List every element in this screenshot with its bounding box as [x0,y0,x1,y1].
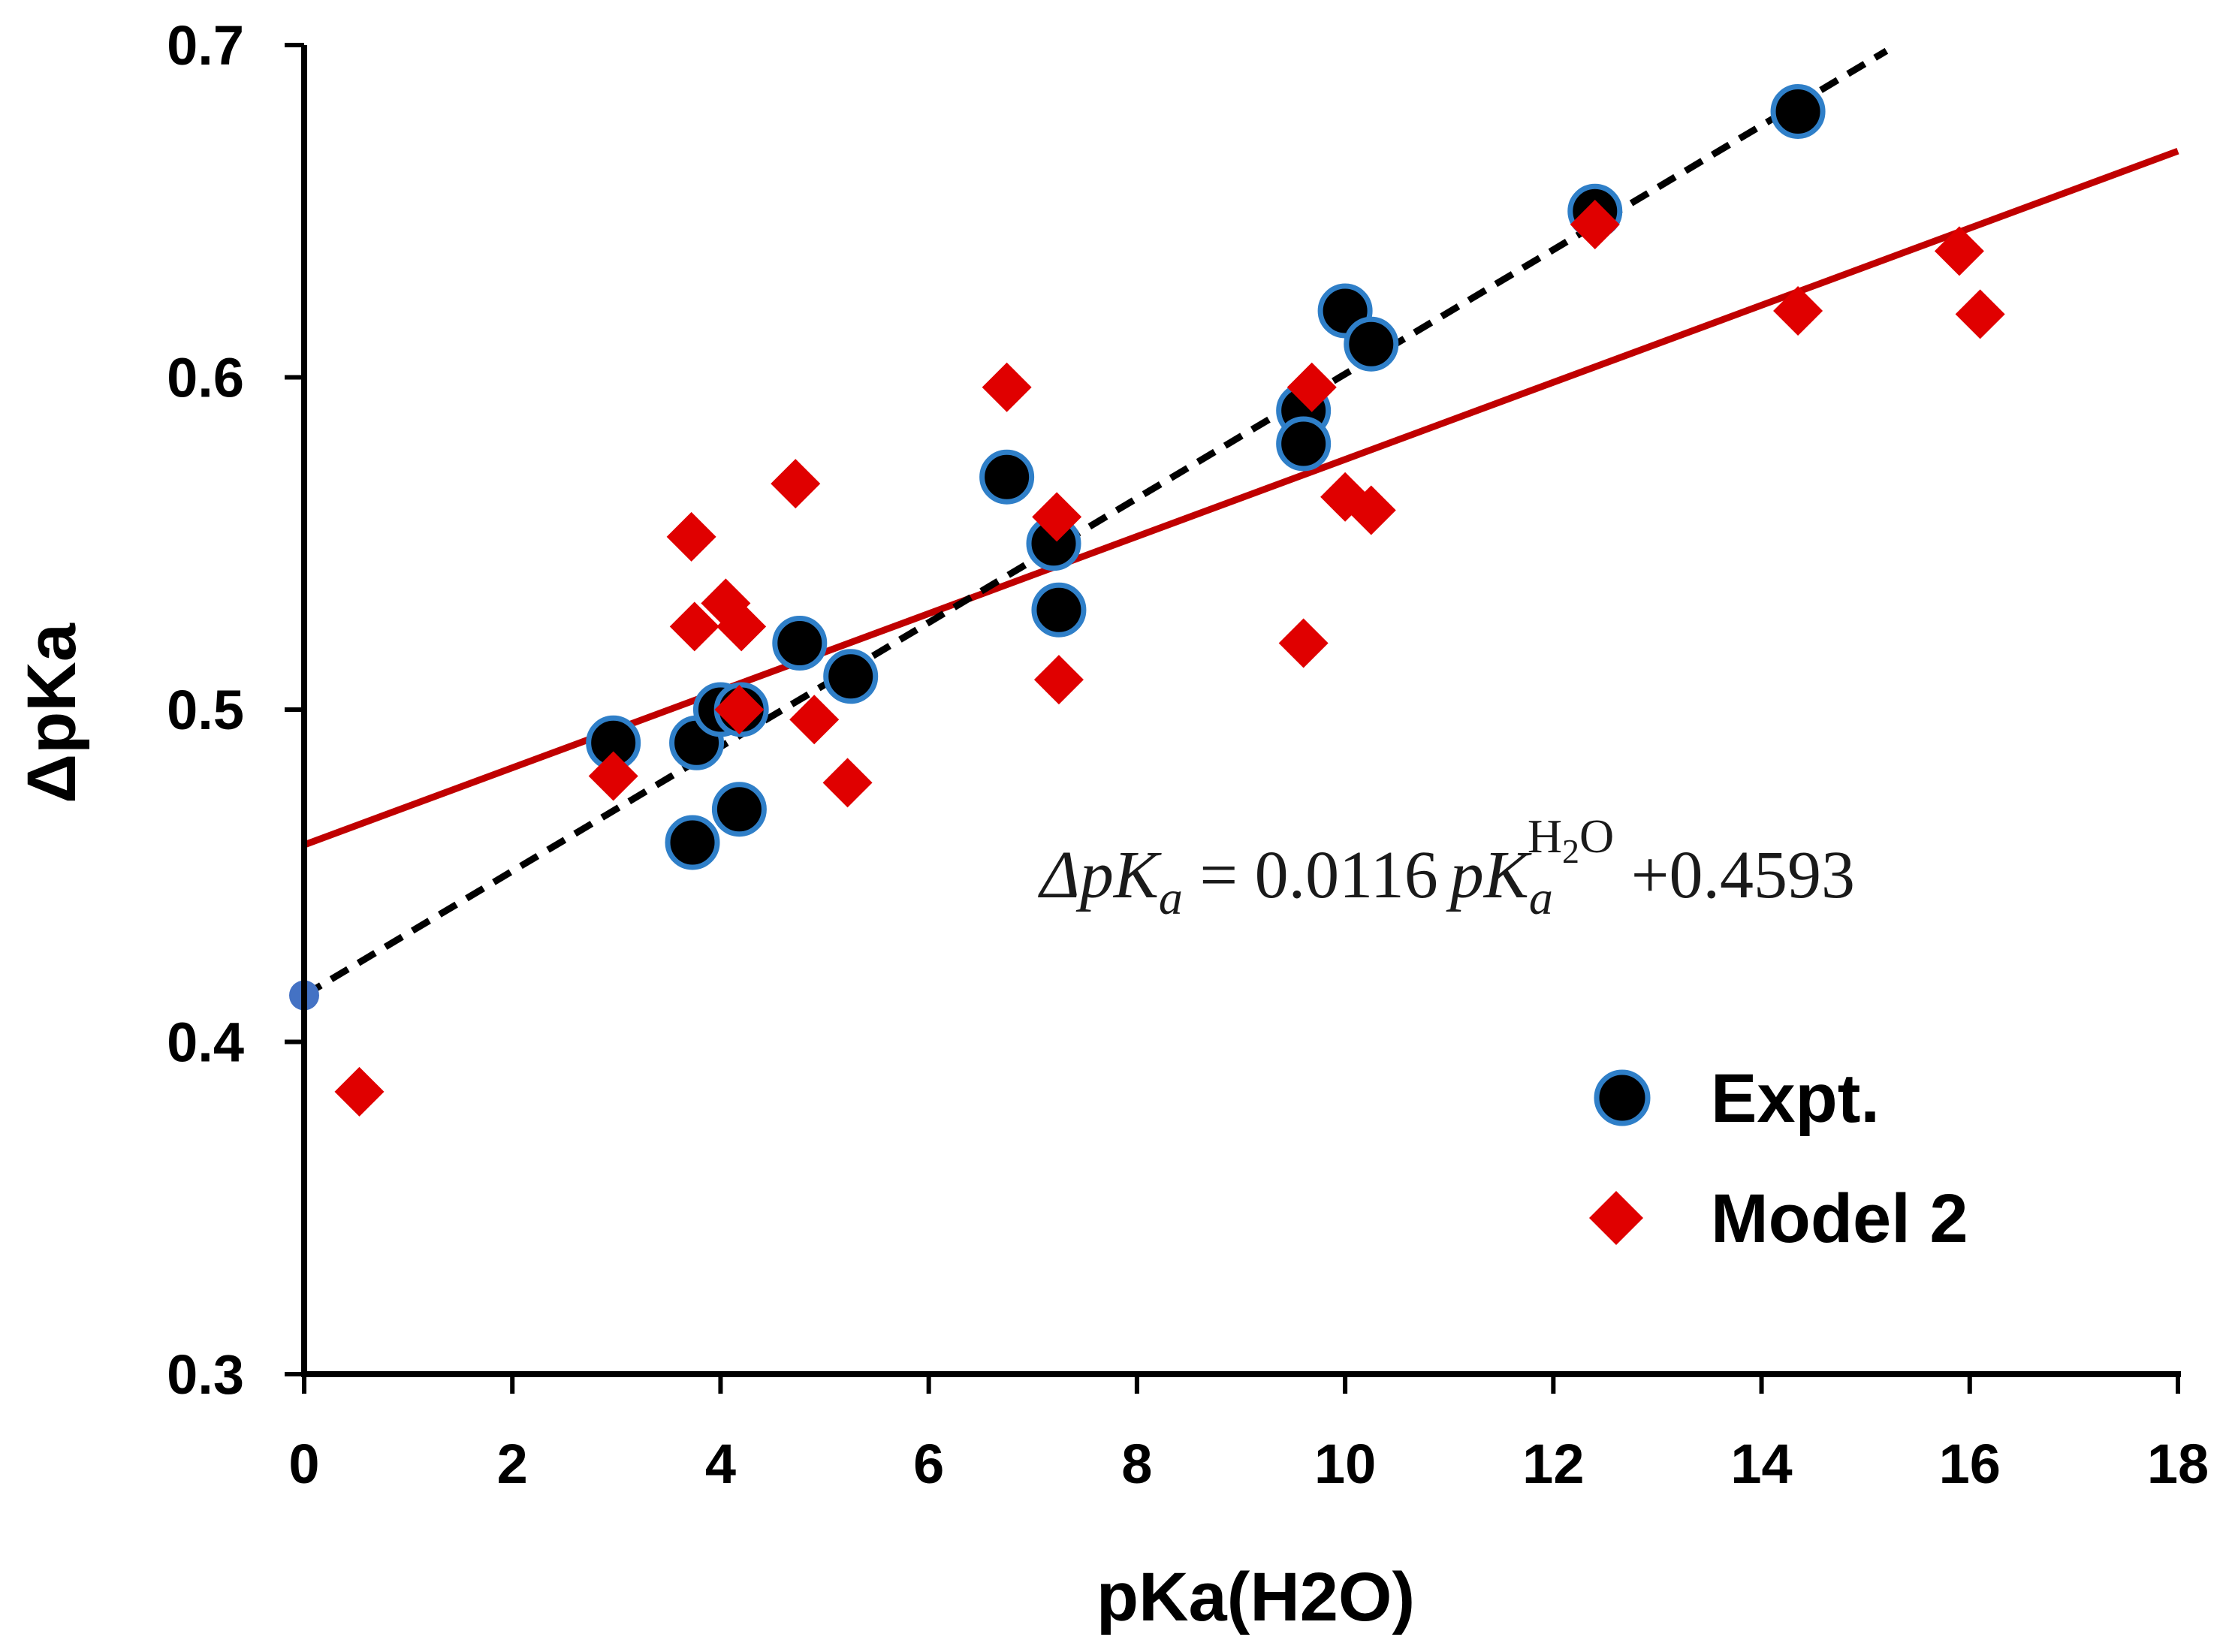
eq-pk: pK [1446,838,1532,912]
legend-label-expt: Expt. [1711,1060,1880,1137]
legend-label-model: Model 2 [1711,1180,1968,1257]
x-tick-label: 2 [497,1433,528,1495]
model-2-point [1278,618,1329,668]
eq-lhs-sub: a [1159,871,1183,924]
model-2-point [1773,286,1823,336]
model-2-point [771,459,821,509]
model-2-point [822,758,873,808]
model-2-point [1286,362,1337,412]
tick-labels: 0 2 4 6 8 10 12 14 16 18 0.3 0.4 0.5 0.6 0.7 [167,14,2209,1495]
series-model-2 [334,199,2005,1117]
eq-rest: +0.4593 [1614,838,1855,912]
eq-lhs: ΔpK [1038,838,1162,912]
x-tick-label: 18 [2147,1433,2209,1495]
model-2-point [716,601,767,652]
model-2-point [1032,492,1082,542]
x-tick-label: 4 [705,1433,736,1495]
legend-marker-expt [1594,1069,1651,1126]
expt-point [1344,316,1399,372]
expt-point [979,449,1035,505]
model-2-point [1934,226,1984,276]
y-tick-label: 0.3 [167,1343,244,1406]
expt-point [665,815,720,870]
model-2-point [588,751,638,801]
model-2-point [1570,199,1620,249]
model-2-point [669,601,719,652]
fit-equation: ΔpKa = 0.0116 pKaH2O +0.4593 [1038,809,1855,924]
expt-point [823,649,879,704]
x-tick-label: 8 [1121,1433,1152,1495]
x-tick-label: 14 [1730,1433,1792,1495]
x-tick-label: 12 [1522,1433,1584,1495]
eq-equals: = 0.0116 [1183,838,1438,912]
y-tick-label: 0.4 [167,1011,244,1074]
y-tick-label: 0.7 [167,14,244,77]
eq-sup-sub: 2 [1562,832,1579,870]
series-layer [289,84,2005,1117]
y-axis-title: ΔpKa [14,623,90,803]
expt-point [1770,84,1826,139]
model-2-point [334,1066,385,1117]
x-tick-label: 10 [1314,1433,1376,1495]
expt-fit-line [302,47,1889,999]
y-tick-label: 0.5 [167,679,244,741]
x-axis-title: pKa(H2O) [1096,1559,1415,1635]
x-tick-label: 16 [1939,1433,2001,1495]
eq-sup-main: H [1528,809,1562,863]
expt-point [1276,416,1332,472]
x-tick-label: 6 [913,1433,944,1495]
model-2-point [1346,485,1396,535]
y-tick-label: 0.6 [167,347,244,409]
x-tick-label: 0 [288,1433,319,1495]
expt-point [772,616,828,671]
axes [285,43,2181,1394]
model-2-point [1033,655,1084,705]
model-fit-line [303,147,2179,849]
legend: Expt. Model 2 [1589,1060,1968,1257]
model-2-point [1955,289,2005,339]
eq-pk-sub: a [1529,871,1553,924]
series-expt [586,84,1826,870]
model-2-point [982,362,1032,412]
eq-sup-end: O [1579,809,1614,863]
model-2-point [714,685,765,734]
model-2-point [789,695,840,745]
model-2-point [666,511,716,562]
expt-point [711,782,767,837]
legend-marker-model [1589,1191,1643,1245]
expt-point [1031,582,1087,638]
